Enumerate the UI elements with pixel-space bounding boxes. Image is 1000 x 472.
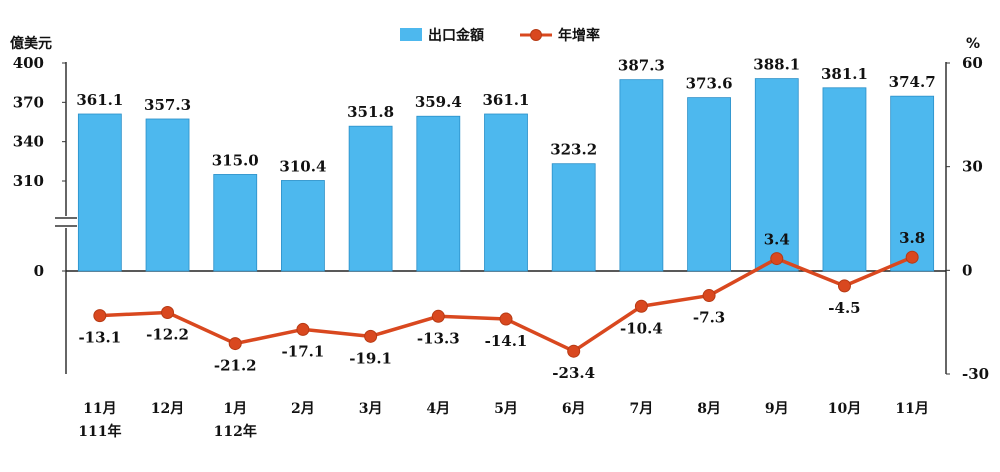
growth-rate-point (499, 312, 513, 326)
bar-data-label: 373.6 (686, 75, 733, 93)
legend-label-growth-rate: 年增率 (558, 27, 600, 44)
growth-rate-point (634, 299, 648, 313)
bar-data-label: 387.3 (618, 57, 665, 75)
bar-data-label: 388.1 (753, 56, 800, 74)
bar-export-value (348, 125, 393, 272)
category-label: 7月 (630, 401, 654, 417)
category-label: 2月 (291, 401, 315, 417)
bar-export-value (822, 87, 867, 272)
category-year-label: 111年 (78, 423, 121, 440)
legend-swatch-growth-marker (530, 29, 542, 41)
growth-rate-point (364, 329, 378, 343)
right-axis-unit: % (966, 36, 980, 52)
bar-export-value (754, 78, 799, 272)
bar-data-label: 361.1 (483, 91, 530, 109)
bar-export-value (77, 113, 122, 272)
growth-rate-point (905, 250, 919, 264)
growth-rate-label: 3.4 (764, 231, 790, 249)
bar-export-value (281, 180, 325, 272)
growth-rate-point (837, 279, 851, 293)
growth-rate-label: -17.1 (282, 342, 325, 360)
bar-export-value (551, 163, 596, 272)
right-tick-label: 60 (962, 54, 983, 72)
left-tick-label: 0 (34, 262, 44, 280)
left-axis-unit: 億美元 (10, 35, 52, 52)
bar-export-value (145, 118, 190, 272)
left-tick-label: 370 (13, 93, 44, 111)
bar-data-label: 323.2 (550, 141, 597, 159)
growth-rate-label: -14.1 (485, 332, 528, 350)
axis-break-marker (55, 216, 78, 228)
category-label: 11月 (83, 401, 116, 417)
growth-rate-point (431, 309, 445, 323)
bar-data-label: 374.7 (889, 73, 936, 91)
bar-data-label: 351.8 (347, 103, 394, 121)
legend: 出口金額 年增率 (400, 27, 600, 44)
bar-export-value (484, 113, 528, 272)
growth-rate-label: 3.8 (899, 229, 925, 247)
left-tick-label: 310 (13, 172, 44, 190)
growth-rate-point (161, 305, 175, 319)
category-label: 3月 (359, 401, 383, 417)
growth-rate-label: -21.2 (214, 357, 257, 375)
bar-data-label: 361.1 (76, 91, 123, 109)
growth-rate-point (93, 309, 107, 323)
category-year-label: 112年 (214, 423, 257, 440)
growth-rate-point (228, 337, 242, 351)
legend-swatch-export-value (400, 28, 422, 41)
left-tick-label: 400 (13, 54, 44, 72)
growth-rate-label: -13.3 (417, 329, 460, 347)
growth-rate-label: -12.2 (146, 325, 189, 343)
growth-rate-label: -10.4 (620, 319, 663, 337)
right-tick-label: 0 (962, 261, 972, 279)
legend-label-export-value: 出口金額 (428, 27, 484, 44)
category-label: 4月 (426, 401, 450, 417)
growth-rate-label: -4.5 (828, 299, 860, 317)
growth-rate-point (296, 322, 310, 336)
bar-data-label: 315.0 (212, 151, 259, 169)
growth-rate-point (770, 252, 784, 266)
bar-export-value (416, 115, 461, 272)
bar-data-label: 310.4 (279, 157, 326, 175)
bar-data-label: 357.3 (144, 96, 191, 114)
right-tick-label: -30 (962, 365, 989, 383)
category-label: 12月 (151, 401, 184, 417)
bar-export-value (213, 174, 258, 272)
left-tick-label: 340 (13, 133, 44, 151)
right-tick-label: 30 (962, 158, 983, 176)
bar-data-label: 381.1 (821, 65, 868, 83)
category-label: 11月 (895, 401, 928, 417)
growth-rate-label: -19.1 (349, 349, 392, 367)
category-label: 9月 (765, 401, 789, 417)
bar-export-value (687, 97, 731, 272)
growth-rate-label: -13.1 (78, 329, 121, 347)
growth-rate-point (702, 289, 716, 303)
growth-rate-point (567, 344, 581, 358)
bar-export-value (890, 95, 935, 272)
category-label: 5月 (494, 401, 518, 417)
bar-data-label: 359.4 (415, 93, 462, 111)
bar-export-value (619, 79, 664, 272)
category-label: 8月 (697, 401, 721, 417)
category-label: 6月 (562, 401, 586, 417)
category-label: 1月 (223, 401, 247, 417)
growth-rate-label: -7.3 (693, 309, 725, 327)
category-label: 10月 (828, 401, 861, 417)
growth-rate-label: -23.4 (552, 364, 595, 382)
